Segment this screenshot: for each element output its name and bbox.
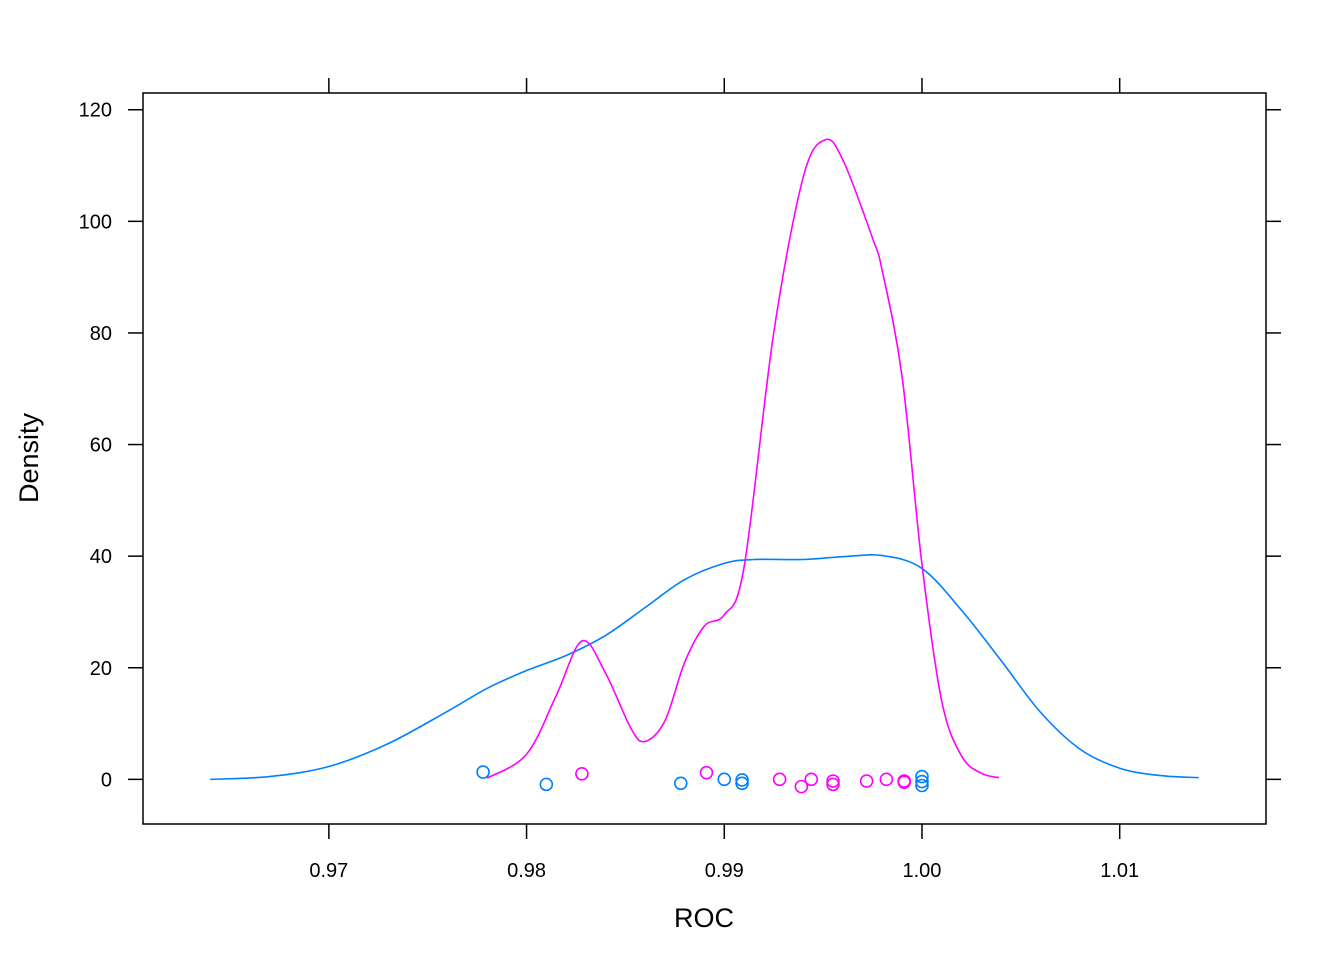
rug-point-series-2: [772, 772, 787, 787]
rug-point-series-1: [673, 776, 688, 791]
density-curves: [210, 138, 1199, 781]
rug-point-series-2: [794, 779, 809, 794]
y-tick-label: 0: [101, 769, 112, 791]
rug-point-series-1: [915, 774, 929, 789]
y-tick-label: 80: [90, 323, 112, 345]
rug-point-series-2: [804, 772, 819, 787]
rug-point-series-1: [717, 772, 732, 787]
x-tick-label: 0.97: [309, 860, 348, 882]
y-tick-label: 20: [90, 658, 112, 680]
rug-point-series-2: [859, 774, 874, 788]
rug-point-series-1: [476, 765, 490, 779]
axis-ticks: [128, 78, 1281, 839]
y-tick-label: 40: [90, 546, 112, 568]
axis-tick-labels: 0.97 0.98 0.99 1.00 1.01 0 20 40 60 80 100 120: [79, 100, 1140, 882]
x-tick-label: 1.01: [1100, 860, 1139, 882]
x-tick-label: 0.98: [507, 860, 546, 882]
x-tick-label: 0.99: [705, 860, 744, 882]
rug-point-series-2: [575, 766, 589, 781]
rug-point-series-1: [915, 769, 929, 784]
rug-point-series-1: [915, 778, 929, 793]
rug-point-series-2: [879, 772, 894, 787]
rug-points: [476, 765, 929, 794]
x-axis-title: ROC: [674, 903, 734, 933]
rug-point-series-1: [735, 776, 749, 791]
rug-point-series-2: [826, 777, 840, 792]
plot-panel-border: [142, 92, 1267, 825]
rug-point-series-1: [735, 773, 749, 787]
y-tick-label: 100: [79, 211, 112, 233]
y-axis-title: Density: [14, 412, 44, 503]
rug-point-series-2: [826, 774, 840, 788]
rug-point-series-1: [539, 777, 554, 792]
x-tick-label: 1.00: [903, 860, 942, 882]
y-tick-label: 120: [79, 100, 112, 122]
density-curve-series-2: [486, 138, 1000, 779]
density-curve-series-1: [210, 554, 1199, 781]
rug-point-series-2: [897, 775, 911, 789]
y-tick-label: 60: [90, 435, 112, 457]
rug-point-series-2: [699, 765, 714, 780]
